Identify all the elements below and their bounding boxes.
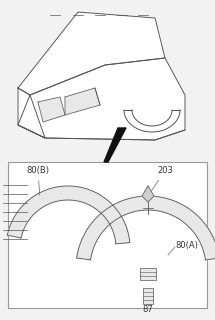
Polygon shape (77, 196, 215, 260)
Text: 80(A): 80(A) (175, 241, 198, 250)
Polygon shape (18, 88, 45, 138)
Polygon shape (18, 12, 165, 95)
Text: 80(B): 80(B) (26, 166, 49, 195)
Text: 203: 203 (150, 166, 173, 194)
Bar (8, 162, 207, 308)
Polygon shape (38, 97, 65, 122)
Bar (143, 288, 153, 304)
Polygon shape (18, 58, 185, 140)
Polygon shape (142, 186, 154, 202)
Polygon shape (7, 186, 130, 244)
Polygon shape (104, 128, 126, 162)
Polygon shape (65, 88, 100, 115)
Text: 87: 87 (143, 306, 153, 315)
Bar (140, 268, 156, 280)
